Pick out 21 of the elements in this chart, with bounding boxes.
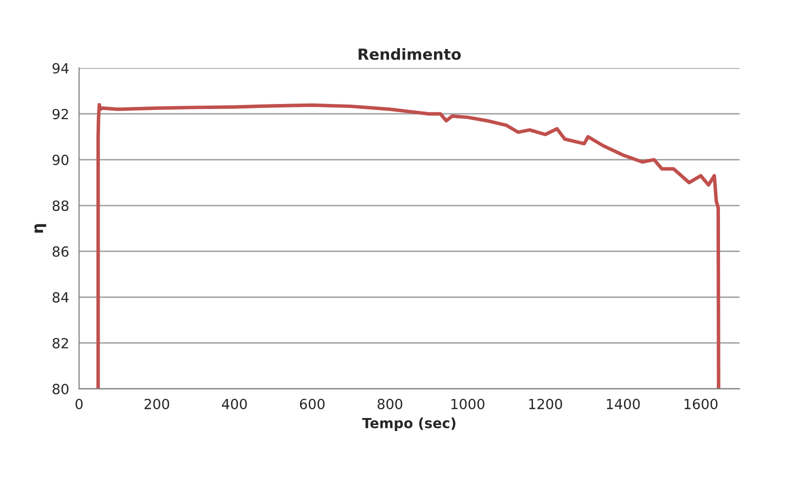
y-tick-label: 88 (52, 200, 68, 211)
x-tick-label: 1400 (606, 398, 640, 410)
chart-title: Rendimento (358, 48, 461, 60)
x-axis-title: Tempo (sec) (362, 418, 456, 431)
y-tick-label: 82 (52, 338, 68, 348)
x-tick-label: 800 (378, 398, 402, 410)
x-tick-label: 200 (144, 398, 170, 410)
y-tick-label: 94 (52, 63, 69, 74)
x-tick-label: 1600 (684, 398, 718, 410)
y-axis-title: η (34, 224, 46, 233)
line-series (96, 102, 720, 389)
x-tick-label: 1200 (529, 398, 562, 410)
x-tick-label: 400 (222, 398, 247, 410)
y-tick-label: 90 (52, 154, 68, 166)
x-tick-label: 1000 (451, 398, 484, 410)
y-tick-label: 86 (52, 246, 69, 257)
x-tick-label: 0 (76, 398, 83, 410)
y-tick-label: 84 (52, 292, 69, 303)
x-tick-label: 600 (300, 398, 325, 410)
y-tick-label: 92 (52, 108, 68, 120)
y-tick-label: 80 (52, 384, 68, 394)
